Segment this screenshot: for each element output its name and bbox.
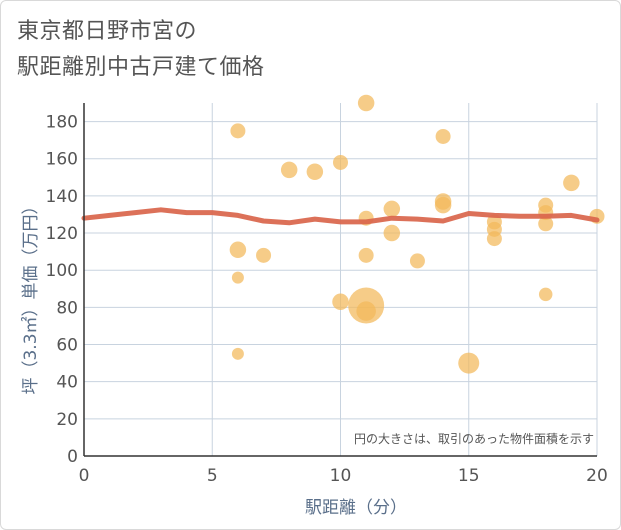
x-tick-label-15: 15 [458, 466, 480, 486]
data-point-18 [435, 128, 451, 144]
x-tick-label-10: 10 [330, 466, 352, 486]
data-point-28 [538, 287, 553, 302]
data-point-16 [383, 224, 401, 242]
data-point-24 [486, 231, 502, 247]
y-tick-label-180: 180 [46, 113, 78, 133]
data-point-7 [306, 163, 324, 180]
data-point-9 [332, 293, 349, 311]
y-axis-title: 坪（3.3㎡）単価（万円） [21, 197, 41, 394]
trend-line-group [81, 207, 600, 226]
y-tick-label-140: 140 [46, 187, 78, 207]
x-tick-label-20: 20 [586, 466, 608, 486]
y-tick-label-40: 40 [56, 373, 78, 393]
data-point-15 [383, 200, 401, 218]
x-tick-label-0: 0 [79, 466, 90, 486]
trend-line [81, 207, 600, 226]
data-point-10 [357, 94, 375, 112]
y-tick-label-80: 80 [56, 298, 78, 318]
axes [83, 103, 597, 457]
y-tick-label-20: 20 [56, 410, 78, 430]
data-point-21 [458, 352, 480, 374]
size-legend-note: 円の大きさは、取引のあった物件面積を示す [354, 431, 594, 446]
x-tick-labels: 0 5 10 15 20 [79, 466, 608, 486]
y-tick-label-120: 120 [46, 224, 78, 244]
data-points [229, 94, 605, 374]
data-point-3 [231, 271, 244, 284]
data-point-8 [333, 154, 348, 170]
data-point-4 [231, 347, 244, 360]
y-tick-label-0: 0 [67, 447, 78, 467]
y-tick-label-60: 60 [56, 336, 78, 356]
x-tick-label-5: 5 [207, 466, 218, 486]
y-tick-label-160: 160 [46, 150, 78, 170]
data-point-14 [356, 301, 376, 321]
data-point-1 [230, 123, 246, 139]
x-axis-title: 駅距離（分） [305, 498, 407, 518]
data-point-5 [256, 247, 272, 263]
chart-title-line-1: 東京都日野市宮の [17, 19, 198, 44]
y-tick-labels: 0 20 40 60 80 100 120 140 160 180 [46, 113, 78, 467]
data-point-17 [409, 253, 425, 269]
data-point-6 [280, 161, 298, 179]
data-point-29 [563, 174, 580, 192]
y-tick-label-100: 100 [46, 261, 78, 281]
chart-title-line-2: 駅距離別中古戸建て価格 [17, 55, 265, 80]
data-point-2 [229, 241, 247, 259]
chart-title: 東京都日野市宮の 駅距離別中古戸建て価格 [17, 14, 265, 86]
data-point-27 [538, 216, 554, 232]
data-point-12 [358, 247, 374, 263]
data-point-20 [434, 196, 452, 214]
